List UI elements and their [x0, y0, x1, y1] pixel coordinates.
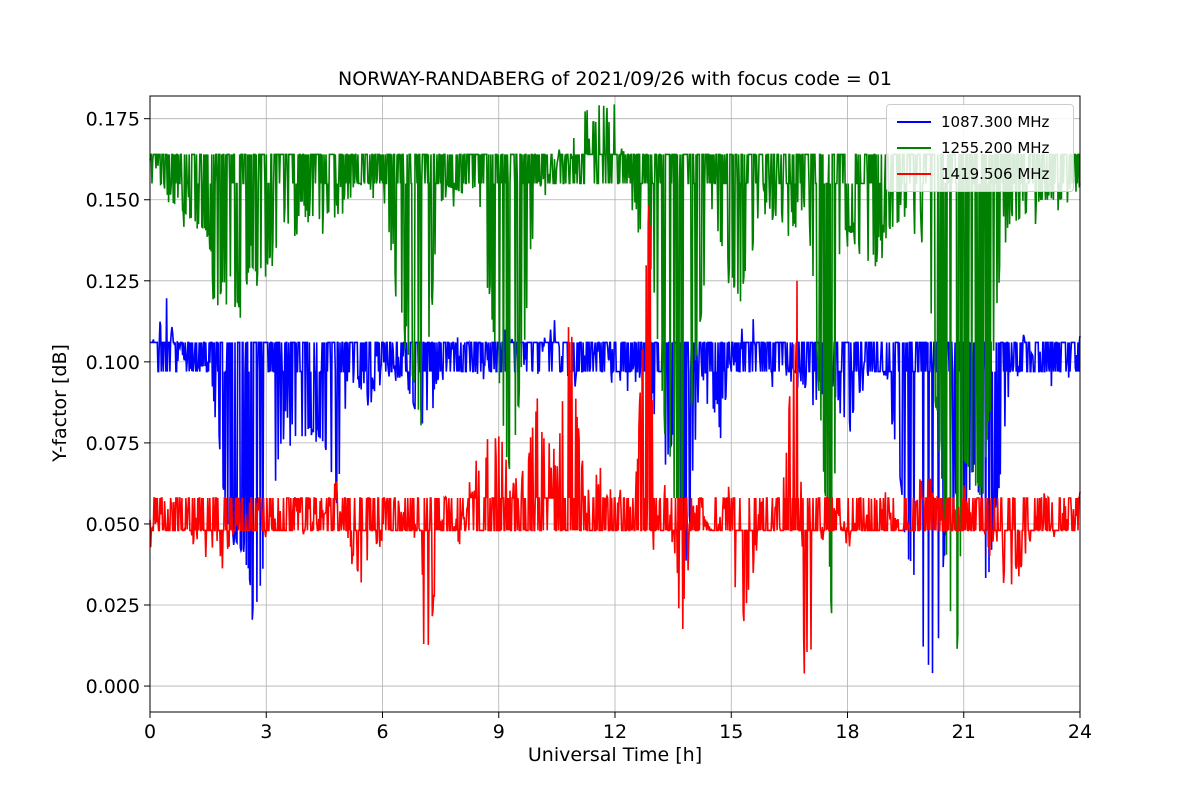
- legend-entry-1255: 1255.200 MHz: [887, 135, 1073, 161]
- y-tick-label-2: 0.050: [86, 514, 140, 536]
- x-tick-label-1: 3: [260, 721, 272, 743]
- y-tick-label-6: 0.150: [86, 190, 140, 212]
- x-tick-label-8: 24: [1068, 721, 1092, 743]
- legend-label-1255: 1255.200 MHz: [941, 139, 1050, 157]
- y-tick-label-7: 0.175: [86, 109, 140, 131]
- series-line-2: [149, 205, 1081, 674]
- x-tick-label-7: 21: [952, 721, 976, 743]
- y-tick-label-3: 0.075: [86, 433, 140, 455]
- x-tick-label-0: 0: [144, 721, 156, 743]
- y-tick-label-1: 0.025: [86, 595, 140, 617]
- x-axis-label: Universal Time [h]: [527, 744, 703, 766]
- legend: 1087.300 MHz 1255.200 MHz 1419.506 MHz: [886, 104, 1074, 192]
- legend-entry-1419: 1419.506 MHz: [887, 161, 1073, 187]
- x-tick-label-2: 6: [376, 721, 388, 743]
- x-tick-label-3: 9: [493, 721, 505, 743]
- legend-label-1087: 1087.300 MHz: [941, 113, 1050, 131]
- x-tick-label-5: 15: [719, 721, 743, 743]
- y-tick-label-4: 0.100: [86, 352, 140, 374]
- x-tick-label-4: 12: [603, 721, 627, 743]
- y-axis-label: Y-factor [dB]: [49, 344, 71, 462]
- legend-swatch-1087: [897, 121, 931, 123]
- y-tick-label-5: 0.125: [86, 271, 140, 293]
- legend-swatch-1255: [897, 147, 931, 149]
- legend-label-1419: 1419.506 MHz: [941, 165, 1050, 183]
- legend-swatch-1419: [897, 173, 931, 175]
- chart-title: NORWAY-RANDABERG of 2021/09/26 with focu…: [337, 68, 892, 90]
- x-tick-label-6: 18: [835, 721, 859, 743]
- y-tick-label-0: 0.000: [86, 676, 140, 698]
- series-line-0: [150, 298, 1081, 674]
- legend-entry-1087: 1087.300 MHz: [887, 109, 1073, 135]
